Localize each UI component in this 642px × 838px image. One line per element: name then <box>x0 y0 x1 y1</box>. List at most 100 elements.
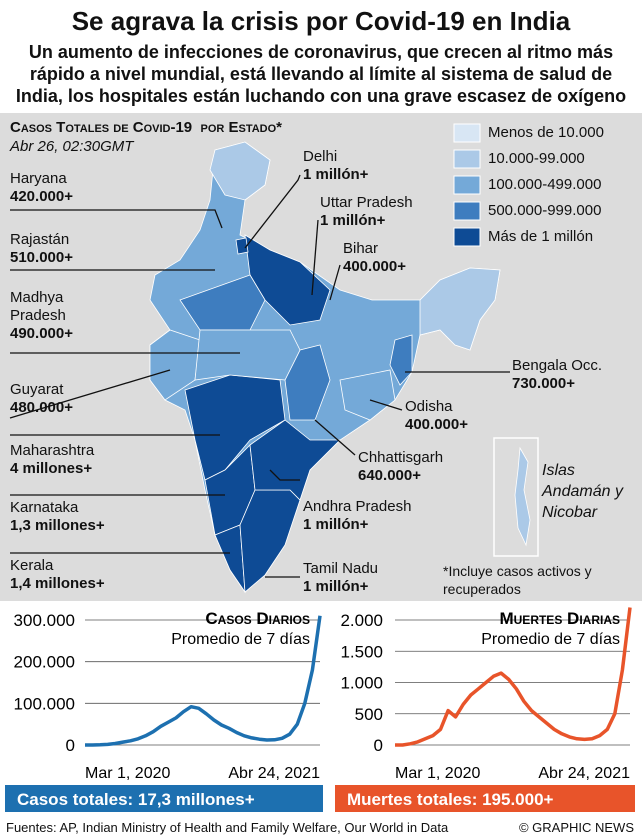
state-value: 730.000+ <box>512 375 575 392</box>
madhya-pradesh <box>194 329 301 381</box>
state-value: 490.000+ <box>10 325 73 342</box>
islands-label: Islas Andamán y Nicobar <box>542 462 623 521</box>
leader-line <box>329 264 341 301</box>
state-label: Odisha 400.000+ <box>405 398 525 434</box>
state-label: Uttar Pradesh 1 millón+ <box>320 194 450 230</box>
state-label: Tamil Nadu 1 millón+ <box>303 560 443 596</box>
leader-line <box>244 174 301 249</box>
y-tick-label: 500 <box>355 705 383 724</box>
state-name: Uttar Pradesh <box>320 194 413 211</box>
legend-swatch <box>453 149 481 169</box>
state-name: Haryana <box>10 170 67 187</box>
state-name: Rajastán <box>10 231 70 248</box>
leader-line <box>369 399 403 411</box>
source: Fuentes: AP, Indian Ministry of Health a… <box>6 820 449 835</box>
odisha <box>339 369 396 421</box>
leader-line <box>314 419 356 456</box>
leader-line <box>311 219 319 296</box>
legend-swatch <box>453 175 481 195</box>
legend-swatch <box>453 201 481 221</box>
legend-swatch <box>453 123 481 143</box>
y-tick-label: 2.000 <box>340 611 383 630</box>
note: *Incluye casos activos y recuperados <box>443 563 592 597</box>
state-value: 480.000+ <box>10 399 73 416</box>
chart-subtitle: Promedio de 7 días <box>481 631 620 648</box>
state-name: Maharashtra <box>10 442 95 459</box>
northeast <box>419 267 501 351</box>
state-name: Chhattisgarh <box>358 449 444 466</box>
chart-subtitle: Promedio de 7 días <box>171 631 310 648</box>
legend-label: 500.000-999.000 <box>488 202 602 219</box>
state-label: Andhra Pradesh 1 millón+ <box>303 498 443 534</box>
state-value: 1 millón+ <box>303 166 369 183</box>
leader-line <box>9 369 171 419</box>
state-value: 420.000+ <box>10 188 73 205</box>
state-label: Karnataka 1,3 millones+ <box>10 499 160 535</box>
total-label: Muertes totales: 195.000+ <box>347 790 554 809</box>
state-name: Bihar <box>343 240 379 257</box>
state-name: Delhi <box>303 148 338 165</box>
state-label: Bengala Occ. 730.000+ <box>512 357 637 393</box>
title: Se agrava la crisis por Covid-19 en Indi… <box>71 6 571 36</box>
total-bar <box>5 785 323 812</box>
state-value: 1,3 millones+ <box>10 517 105 534</box>
chart-title: Muertes Diarias <box>499 609 620 628</box>
total-label: Casos totales: 17,3 millones+ <box>17 790 255 809</box>
andhra-pradesh <box>249 419 341 501</box>
state-label: Bihar 400.000+ <box>343 240 463 276</box>
y-tick-label: 1.000 <box>340 674 383 693</box>
line <box>395 607 632 747</box>
state-value: 1 millón+ <box>303 578 369 595</box>
state-name: Tamil Nadu <box>303 560 379 577</box>
state-name: Bengala Occ. <box>512 357 603 374</box>
state-label: Madhya Pradesh 490.000+ <box>10 289 105 343</box>
x-tick-label: Mar 1, 2020 <box>395 765 480 782</box>
andaman-islands <box>514 446 531 547</box>
y-tick-label: 200.000 <box>14 653 75 672</box>
state-value: 1,4 millones+ <box>10 575 105 592</box>
state-value: 400.000+ <box>405 416 468 433</box>
legend-swatch <box>453 227 481 247</box>
map-title: Casos Totales de Covid-19 por Estado* <box>10 119 283 136</box>
state-label: Kerala 1,4 millones+ <box>10 557 160 593</box>
state-value: 510.000+ <box>10 249 73 266</box>
state-name: Odisha <box>405 398 453 415</box>
total-bar <box>335 785 635 812</box>
subtitle: Un aumento de infecciones de coronavirus… <box>15 42 627 106</box>
credit: © GRAPHIC NEWS <box>518 820 634 835</box>
state-value: 4 millones+ <box>10 460 93 477</box>
state-value: 400.000+ <box>343 258 406 275</box>
y-tick-label: 0 <box>374 736 383 755</box>
x-tick-label: Abr 24, 2021 <box>538 765 630 782</box>
chart-title: Casos Diarios <box>205 609 310 628</box>
islands-box <box>493 437 539 557</box>
line <box>85 615 322 747</box>
leader-line <box>10 209 223 229</box>
legend-label: 100.000-499.000 <box>488 176 602 193</box>
legend-label: Menos de 10.000 <box>488 124 604 141</box>
leader-lines <box>9 174 510 578</box>
state-name: Andhra Pradesh <box>303 498 412 515</box>
map-date: Abr 26, 02:30GMT <box>10 138 134 155</box>
state-label: Chhattisgarh 640.000+ <box>358 449 498 485</box>
legend-label: 10.000-99.000 <box>488 150 585 167</box>
y-tick-label: 0 <box>66 736 75 755</box>
state-name: Madhya Pradesh <box>10 289 66 324</box>
state-label: Maharashtra 4 millones+ <box>10 442 160 478</box>
india-map <box>149 141 531 594</box>
state-name: Guyarat <box>10 381 64 398</box>
delhi <box>235 237 249 255</box>
state-name: Karnataka <box>10 499 79 516</box>
y-tick-label: 100.000 <box>14 694 75 713</box>
state-label: Guyarat 480.000+ <box>10 381 160 417</box>
jammu-kashmir <box>209 141 271 201</box>
state-value: 1 millón+ <box>320 212 386 229</box>
x-tick-label: Abr 24, 2021 <box>228 765 320 782</box>
state-value: 640.000+ <box>358 467 421 484</box>
state-value: 1 millón+ <box>303 516 369 533</box>
x-tick-label: Mar 1, 2020 <box>85 765 170 782</box>
y-tick-label: 300.000 <box>14 611 75 630</box>
y-tick-label: 1.500 <box>340 642 383 661</box>
leader-line <box>269 469 300 481</box>
